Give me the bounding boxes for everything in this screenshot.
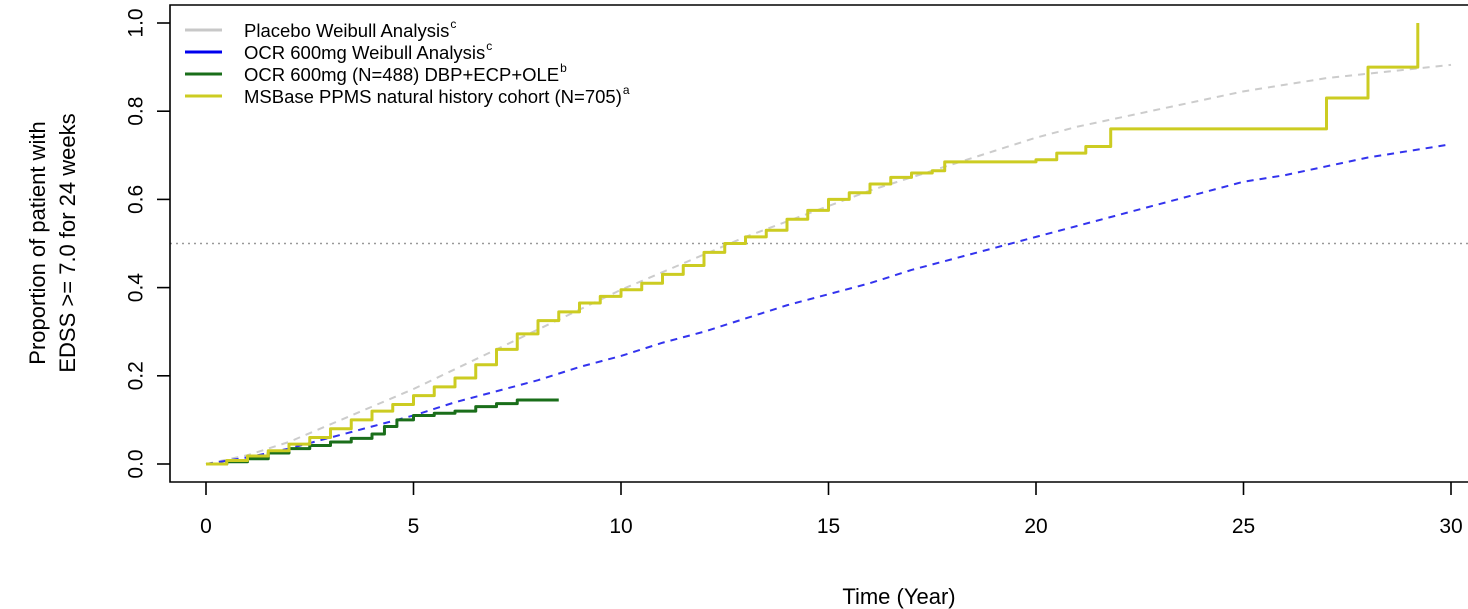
legend-label: MSBase PPMS natural history cohort (N=70…	[244, 83, 630, 107]
y-tick-label: 1.0	[125, 8, 148, 37]
legend-superscript: c	[486, 39, 492, 53]
x-tick-label: 0	[200, 515, 212, 538]
series-layer	[205, 23, 1452, 466]
series-line-placebo-weibull-analysis	[205, 63, 1452, 465]
y-tick-label: 0.6	[125, 185, 148, 214]
y-axis-title-line-1: Proportion of patient with	[25, 121, 50, 364]
plot-frame	[169, 4, 1468, 483]
y-axis-title-line-2: EDSS >= 7.0 for 24 weeks	[55, 113, 80, 372]
legend-superscript: a	[623, 83, 630, 97]
series-line-msbase-ppms-natural-history-cohort-n-705	[206, 23, 1420, 466]
series-line-ocr-600mg-weibull-analysis	[205, 143, 1452, 465]
x-tick-label: 25	[1232, 515, 1255, 538]
x-tick-label: 30	[1439, 515, 1462, 538]
y-tick-label: 0.2	[125, 361, 148, 390]
legend-superscript: c	[450, 17, 456, 31]
x-axis-title: Time (Year)	[842, 584, 955, 609]
axes-layer: 0 5 10 15 20 25 30 0.0 0.2 0.4 0.6 0.8 1.0	[125, 4, 1468, 538]
y-tick-label: 0.0	[125, 449, 148, 478]
x-tick-label: 20	[1024, 515, 1047, 538]
legend-label: Placebo Weibull Analysisc	[244, 17, 456, 41]
x-tick-label: 5	[408, 515, 420, 538]
x-tick-label: 10	[609, 515, 632, 538]
legend-label: OCR 600mg Weibull Analysisc	[244, 39, 492, 63]
x-tick-label: 15	[817, 515, 840, 538]
y-tick-label: 0.8	[125, 97, 148, 126]
legend-label: OCR 600mg (N=488) DBP+ECP+OLEb	[244, 61, 567, 85]
y-tick-label: 0.4	[125, 273, 148, 303]
legend-superscript: b	[560, 61, 567, 75]
